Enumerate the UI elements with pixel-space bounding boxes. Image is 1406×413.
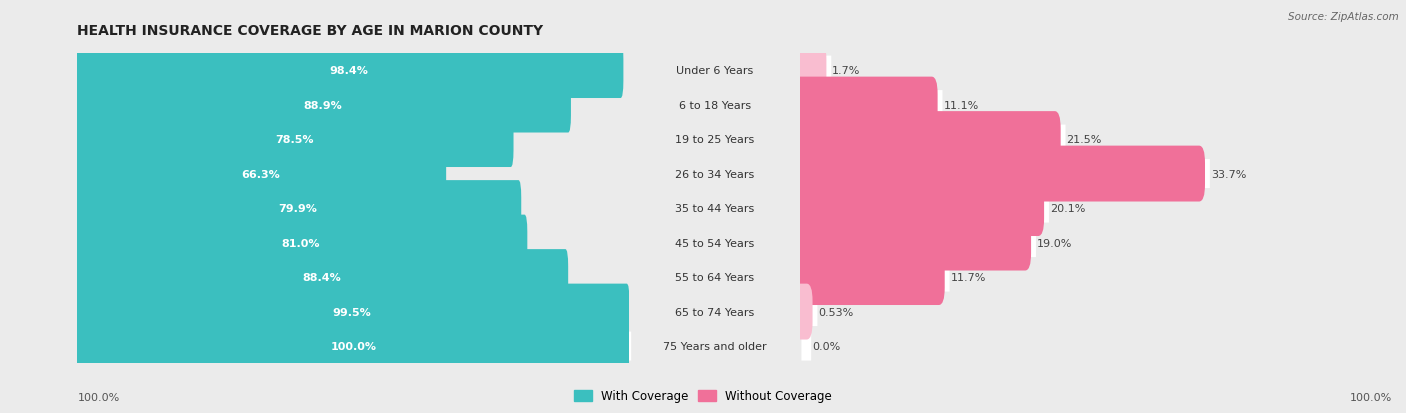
Text: 33.7%: 33.7% — [1211, 169, 1246, 179]
FancyBboxPatch shape — [75, 43, 623, 99]
FancyBboxPatch shape — [77, 159, 446, 190]
FancyBboxPatch shape — [800, 124, 1067, 155]
FancyBboxPatch shape — [800, 193, 1050, 224]
Text: 78.5%: 78.5% — [274, 135, 314, 145]
FancyBboxPatch shape — [794, 180, 1045, 236]
Text: 1.7%: 1.7% — [832, 66, 860, 76]
FancyBboxPatch shape — [77, 262, 568, 293]
Text: Source: ZipAtlas.com: Source: ZipAtlas.com — [1288, 12, 1399, 22]
Text: 75 Years and older: 75 Years and older — [664, 341, 766, 351]
Text: 21.5%: 21.5% — [1067, 135, 1102, 145]
FancyBboxPatch shape — [77, 193, 522, 224]
FancyBboxPatch shape — [800, 228, 1038, 259]
FancyBboxPatch shape — [800, 90, 943, 121]
Text: 45 to 54 Years: 45 to 54 Years — [675, 238, 755, 248]
FancyBboxPatch shape — [75, 215, 527, 271]
FancyBboxPatch shape — [794, 215, 1031, 271]
FancyBboxPatch shape — [77, 331, 633, 362]
FancyBboxPatch shape — [77, 90, 571, 121]
FancyBboxPatch shape — [794, 146, 1205, 202]
FancyBboxPatch shape — [800, 159, 1211, 190]
Text: 35 to 44 Years: 35 to 44 Years — [675, 204, 755, 214]
Text: Under 6 Years: Under 6 Years — [676, 66, 754, 76]
FancyBboxPatch shape — [77, 124, 513, 155]
Text: 99.5%: 99.5% — [333, 307, 371, 317]
Text: 26 to 34 Years: 26 to 34 Years — [675, 169, 755, 179]
Text: 0.53%: 0.53% — [818, 307, 853, 317]
FancyBboxPatch shape — [75, 284, 630, 339]
Text: 65 to 74 Years: 65 to 74 Years — [675, 307, 755, 317]
FancyBboxPatch shape — [800, 55, 832, 86]
FancyBboxPatch shape — [794, 78, 938, 133]
FancyBboxPatch shape — [75, 180, 522, 236]
FancyBboxPatch shape — [75, 146, 446, 202]
FancyBboxPatch shape — [75, 112, 513, 168]
FancyBboxPatch shape — [800, 262, 950, 293]
FancyBboxPatch shape — [77, 297, 630, 327]
FancyBboxPatch shape — [75, 249, 568, 305]
Text: 88.4%: 88.4% — [302, 273, 340, 282]
Text: 20.1%: 20.1% — [1050, 204, 1085, 214]
Text: 11.7%: 11.7% — [950, 273, 986, 282]
FancyBboxPatch shape — [800, 297, 818, 327]
Text: 81.0%: 81.0% — [281, 238, 321, 248]
Text: 100.0%: 100.0% — [1350, 392, 1392, 402]
FancyBboxPatch shape — [800, 331, 813, 362]
FancyBboxPatch shape — [75, 318, 633, 374]
FancyBboxPatch shape — [75, 78, 571, 133]
Text: 19 to 25 Years: 19 to 25 Years — [675, 135, 755, 145]
FancyBboxPatch shape — [794, 112, 1060, 168]
Text: 55 to 64 Years: 55 to 64 Years — [675, 273, 755, 282]
Text: 66.3%: 66.3% — [240, 169, 280, 179]
FancyBboxPatch shape — [77, 55, 623, 86]
Text: 88.9%: 88.9% — [304, 100, 342, 110]
Text: 0.0%: 0.0% — [813, 341, 841, 351]
Text: 6 to 18 Years: 6 to 18 Years — [679, 100, 751, 110]
FancyBboxPatch shape — [794, 249, 945, 305]
Legend: With Coverage, Without Coverage: With Coverage, Without Coverage — [569, 385, 837, 407]
FancyBboxPatch shape — [77, 228, 527, 259]
FancyBboxPatch shape — [794, 284, 813, 339]
Text: 19.0%: 19.0% — [1038, 238, 1073, 248]
Text: HEALTH INSURANCE COVERAGE BY AGE IN MARION COUNTY: HEALTH INSURANCE COVERAGE BY AGE IN MARI… — [77, 24, 544, 38]
Text: 11.1%: 11.1% — [943, 100, 979, 110]
Text: 100.0%: 100.0% — [330, 341, 377, 351]
FancyBboxPatch shape — [794, 43, 827, 99]
Text: 98.4%: 98.4% — [329, 66, 368, 76]
Text: 100.0%: 100.0% — [77, 392, 120, 402]
Text: 79.9%: 79.9% — [278, 204, 318, 214]
